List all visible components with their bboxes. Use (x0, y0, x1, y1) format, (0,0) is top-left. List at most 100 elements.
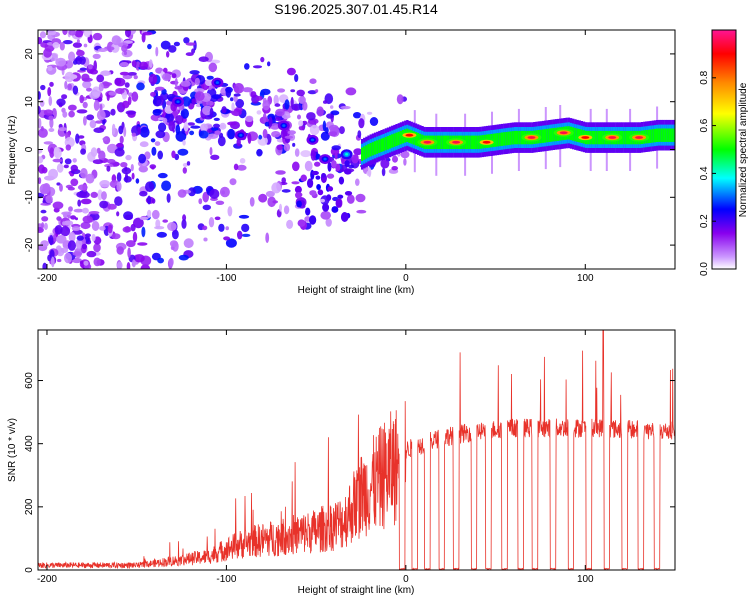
spectrogram-speckle (139, 190, 148, 197)
spectrogram-speckle (177, 148, 189, 156)
spectrogram-speckle (190, 125, 201, 129)
spectrogram-speckle (114, 77, 126, 87)
spectrogram-speckle (181, 96, 191, 107)
spectrogram-speckle (308, 215, 317, 225)
spectrogram-speckle (262, 100, 271, 111)
spectrogram-ridge-cell (511, 131, 515, 145)
spectrogram-speckle (202, 225, 208, 231)
spectrogram-bright-spot-peak (176, 100, 180, 103)
spectrogram-speckle (89, 120, 97, 129)
spectrogram-speckle (88, 211, 100, 215)
spectrogram-speckle (182, 163, 188, 167)
spectrogram-speckle (241, 223, 250, 233)
spectrogram-image (38, 30, 675, 269)
spectrogram-speckle (200, 123, 208, 132)
spectrogram-speckle (340, 105, 351, 110)
spectrogram-speckle (81, 77, 93, 82)
spectrogram-speckle (297, 114, 301, 120)
spectrogram-speckle (167, 222, 177, 231)
spectrogram-speckle (40, 240, 49, 248)
spectrogram-speckle (99, 180, 111, 188)
spectrogram-speckle (83, 260, 89, 266)
spectrogram-speckle (43, 109, 54, 116)
spectrogram-speckle (315, 89, 319, 93)
spectrogram-speckle (76, 109, 88, 114)
spectrogram-speckle (381, 167, 386, 177)
spectrogram-ridge-cell (548, 128, 551, 142)
spectrogram-speckle (138, 153, 147, 164)
spectrogram-speckle (93, 100, 100, 111)
spectrogram-speckle (162, 73, 172, 82)
spectrogram-speckle (38, 118, 42, 129)
spectrogram-speckle (82, 80, 92, 89)
spectrogram-speckle (205, 100, 214, 106)
spectrogram-speckle (80, 198, 92, 205)
spectrogram-ridge-cell (496, 133, 499, 147)
spectrogram-speckle (207, 133, 219, 139)
spectrogram-speckle (155, 86, 165, 91)
spectrogram-speckle (294, 148, 300, 157)
spectrogram-speckle (63, 220, 74, 226)
spectrogram-bright-spot-peak (215, 81, 219, 84)
spectrogram-speckle (202, 204, 211, 211)
spectrogram-speckle (239, 158, 246, 164)
snr-panel: -200 -100 0 100 600 400 200 0 Height of straigh… (7, 329, 676, 596)
spectrogram-speckle (83, 116, 87, 126)
spectrogram-speckle (139, 126, 150, 138)
spectrogram-speckle (244, 63, 250, 70)
spectrogram-speckle (100, 70, 111, 76)
spectrogram-speckle (45, 195, 53, 204)
colorbar: 0.0 0.2 0.4 0.6 0.8 Normalized spectral ampl… (699, 29, 749, 276)
spectrogram-speckle (309, 124, 320, 136)
spectrogram-ridge-cell (503, 132, 506, 146)
spectrogram-ridge-cell (662, 128, 665, 142)
spectrogram-speckle (249, 197, 255, 207)
spectrogram-ridge-cell (391, 134, 394, 148)
x-tick-label: 100 (577, 273, 594, 284)
spectrogram-speckle (366, 111, 373, 115)
spectrogram-speckle (185, 42, 196, 46)
spectrogram-speckle (61, 94, 68, 100)
spectrogram-speckle (76, 39, 80, 44)
spectrogram-speckle (67, 186, 75, 191)
spectrogram-speckle (43, 222, 48, 230)
spectrogram-ridge-cell (673, 128, 675, 142)
snr-plot-area (38, 330, 675, 570)
spectrogram-speckle (344, 190, 353, 196)
spectrogram-speckle (294, 192, 303, 198)
spectrogram-speckle (70, 178, 79, 187)
spectrogram-speckle (106, 159, 116, 164)
spectrogram-speckle (267, 61, 271, 67)
spectrogram-speckle (40, 41, 49, 48)
spectrogram-speckle (93, 257, 101, 267)
spectrogram-ridge-cell (552, 128, 555, 142)
spectrogram-bright-spot-peak (635, 136, 644, 139)
spectrogram-speckle (255, 95, 263, 101)
y-tick-label: 10 (24, 96, 35, 108)
spectrogram-speckle (127, 72, 137, 76)
spectrogram-speckle (300, 150, 312, 158)
spectrogram-speckle (116, 181, 122, 192)
spectrogram-bright-spot-peak (482, 140, 491, 144)
spectrogram-speckle (175, 115, 184, 125)
spectrogram-speckle (380, 158, 390, 169)
spectrogram-speckle (227, 121, 237, 126)
spectrogram-speckle (106, 165, 111, 172)
spectrogram-speckle (116, 246, 124, 255)
spectrogram-speckle (227, 128, 236, 140)
spectrogram-speckle (38, 91, 41, 100)
spectrogram-speckle (38, 156, 44, 164)
spectrogram-bright-spot-peak (405, 133, 414, 137)
spectrogram-speckle (317, 189, 324, 196)
spectrogram-speckle (166, 193, 171, 203)
spectrogram-speckle (130, 164, 134, 172)
spectrogram-speckle (119, 135, 124, 144)
y-tick-label: 0 (24, 146, 35, 152)
spectrogram-speckle (396, 94, 404, 105)
spectrogram-speckle (302, 120, 308, 126)
y-tick-label: 400 (24, 435, 35, 452)
spectrogram-ridge-cell (470, 135, 474, 149)
spectrogram-speckle (63, 164, 69, 169)
spectrogram-speckle (277, 88, 286, 93)
spectrogram-speckle (202, 191, 209, 203)
